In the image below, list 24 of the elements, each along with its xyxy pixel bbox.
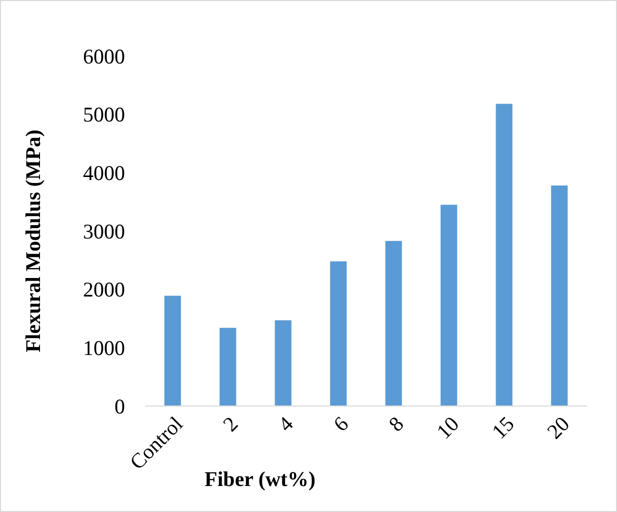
x-tick-label: 6 bbox=[328, 412, 354, 436]
bar bbox=[330, 261, 347, 406]
x-tick-label: 15 bbox=[487, 412, 519, 444]
bar bbox=[220, 328, 236, 406]
bar bbox=[385, 240, 402, 406]
y-tick-label: 1000 bbox=[83, 336, 125, 360]
bar bbox=[440, 204, 458, 406]
x-tick-label: 20 bbox=[542, 412, 574, 444]
bar bbox=[164, 296, 181, 406]
bar bbox=[551, 186, 568, 406]
y-tick-label: 5000 bbox=[83, 102, 125, 127]
y-tick-label: 0 bbox=[114, 394, 125, 418]
bar bbox=[274, 320, 292, 406]
y-tick-label: 6000 bbox=[83, 44, 125, 68]
x-tick-label: 4 bbox=[273, 411, 298, 436]
x-axis-title: Fiber (wt%) bbox=[204, 467, 316, 491]
x-tick-label: 10 bbox=[432, 412, 464, 444]
y-axis-title: Flexural Modulus (MPa) bbox=[21, 130, 45, 352]
y-tick-label: 2000 bbox=[83, 278, 125, 302]
bar bbox=[496, 104, 512, 406]
x-tick-label: 2 bbox=[218, 412, 243, 436]
x-tick-label: 8 bbox=[384, 412, 408, 436]
y-tick-label: 3000 bbox=[83, 219, 125, 244]
y-tick-label: 4000 bbox=[83, 161, 125, 186]
